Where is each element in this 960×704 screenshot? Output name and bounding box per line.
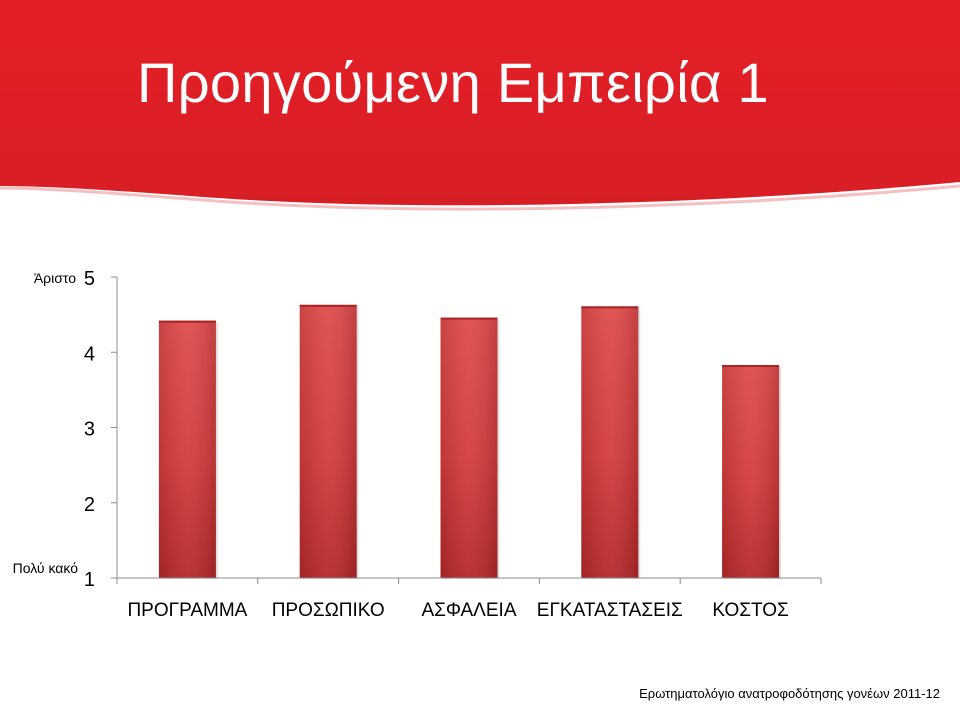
y-label-bottom: Πολύ κακό — [13, 560, 79, 576]
y-label-top: Άριστο — [34, 270, 76, 286]
bar-shading — [158, 320, 216, 578]
bar-top-edge — [299, 304, 357, 307]
y-tick-label: 3 — [84, 419, 95, 441]
bar-top-edge — [722, 365, 780, 368]
bar-top-edge — [158, 320, 216, 323]
bar-5 — [722, 365, 782, 579]
bar-4 — [581, 306, 641, 579]
bar-shading — [299, 304, 357, 578]
y-tick-label: 4 — [84, 343, 95, 365]
bar-top-edge — [581, 306, 639, 309]
bar-1 — [158, 320, 218, 579]
bar-top-edge — [440, 317, 498, 320]
y-tick-label: 1 — [84, 569, 95, 591]
bar-shading — [581, 306, 639, 578]
title-banner — [0, 0, 960, 211]
bar-shading — [440, 317, 498, 578]
x-tick-label: ΠΡΟΓΡΑΜΜΑ — [127, 600, 247, 621]
bar-2 — [299, 304, 359, 579]
x-tick-label: ΠΡΟΣΩΠΙΚΟ — [272, 600, 385, 621]
x-tick-label: ΕΓΚΑΤΑΣΤΑΣΕΙΣ — [537, 600, 683, 621]
x-tick-label: ΑΣΦΑΛΕΙΑ — [421, 600, 516, 621]
footer-source: Ερωτηματολόγιο ανατροφοδότησης γονέων 20… — [639, 686, 940, 701]
bar-chart: 1 2 3 4 5 Άριστο Πολύ κακό ΠΡΟΓΡΑΜΜΑ ΠΡΟΣΩΠΙΚΟ Α… — [13, 268, 822, 621]
slide-title: Προηγούμενη Εμπειρία 1 — [137, 51, 769, 114]
y-tick-label: 2 — [84, 494, 95, 516]
bar-shading — [722, 365, 780, 578]
y-tick-label: 5 — [84, 268, 95, 290]
bar-3 — [440, 317, 500, 579]
x-tick-label: ΚΟΣΤΟΣ — [712, 600, 788, 621]
